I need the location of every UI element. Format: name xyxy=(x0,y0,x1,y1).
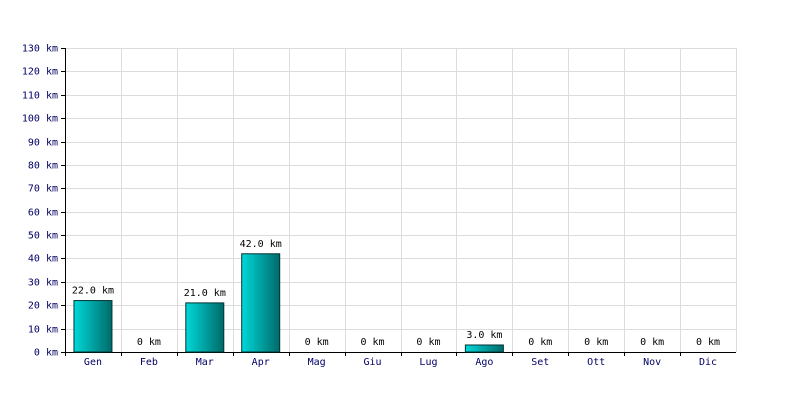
x-tick-label: Feb xyxy=(140,357,158,368)
x-tick-label: Dic xyxy=(699,357,717,368)
y-tick-label: 130 km xyxy=(22,44,58,55)
x-tick-label: Mag xyxy=(308,357,326,368)
value-label: 0 km xyxy=(305,337,329,348)
y-tick-label: 0 km xyxy=(34,348,58,359)
y-tick-label: 120 km xyxy=(22,67,58,78)
bar xyxy=(241,253,281,353)
value-label: 0 km xyxy=(137,337,161,348)
value-label: 21.0 km xyxy=(184,288,226,299)
value-label: 0 km xyxy=(528,337,552,348)
x-tick-label: Set xyxy=(531,357,549,368)
bar xyxy=(73,300,113,353)
value-label: 0 km xyxy=(640,337,664,348)
x-tick-label: Lug xyxy=(419,357,437,368)
y-tick-label: 50 km xyxy=(28,231,58,242)
y-tick-label: 80 km xyxy=(28,161,58,172)
y-tick-label: 40 km xyxy=(28,254,58,265)
value-label: 3.0 km xyxy=(466,330,502,341)
value-label: 0 km xyxy=(696,337,720,348)
bar xyxy=(185,302,225,353)
y-tick-label: 100 km xyxy=(22,114,58,125)
x-tick-label: Nov xyxy=(643,357,661,368)
x-tick-label: Gen xyxy=(84,357,102,368)
y-tick-label: 20 km xyxy=(28,301,58,312)
y-tick-label: 110 km xyxy=(22,91,58,102)
value-label: 0 km xyxy=(584,337,608,348)
x-tick-label: Ott xyxy=(587,357,605,368)
x-tick-label: Giu xyxy=(364,357,382,368)
value-label: 22.0 km xyxy=(72,286,114,297)
y-tick-label: 10 km xyxy=(28,325,58,336)
value-label: 0 km xyxy=(360,337,384,348)
value-label: 0 km xyxy=(416,337,440,348)
y-tick-label: 70 km xyxy=(28,184,58,195)
x-tick-label: Ago xyxy=(475,357,493,368)
bar xyxy=(464,344,504,353)
y-tick-label: 90 km xyxy=(28,138,58,149)
x-tick-label: Mar xyxy=(196,357,214,368)
y-tick-label: 30 km xyxy=(28,278,58,289)
value-label: 42.0 km xyxy=(240,239,282,250)
y-tick-label: 60 km xyxy=(28,208,58,219)
x-tick-label: Apr xyxy=(252,357,270,368)
